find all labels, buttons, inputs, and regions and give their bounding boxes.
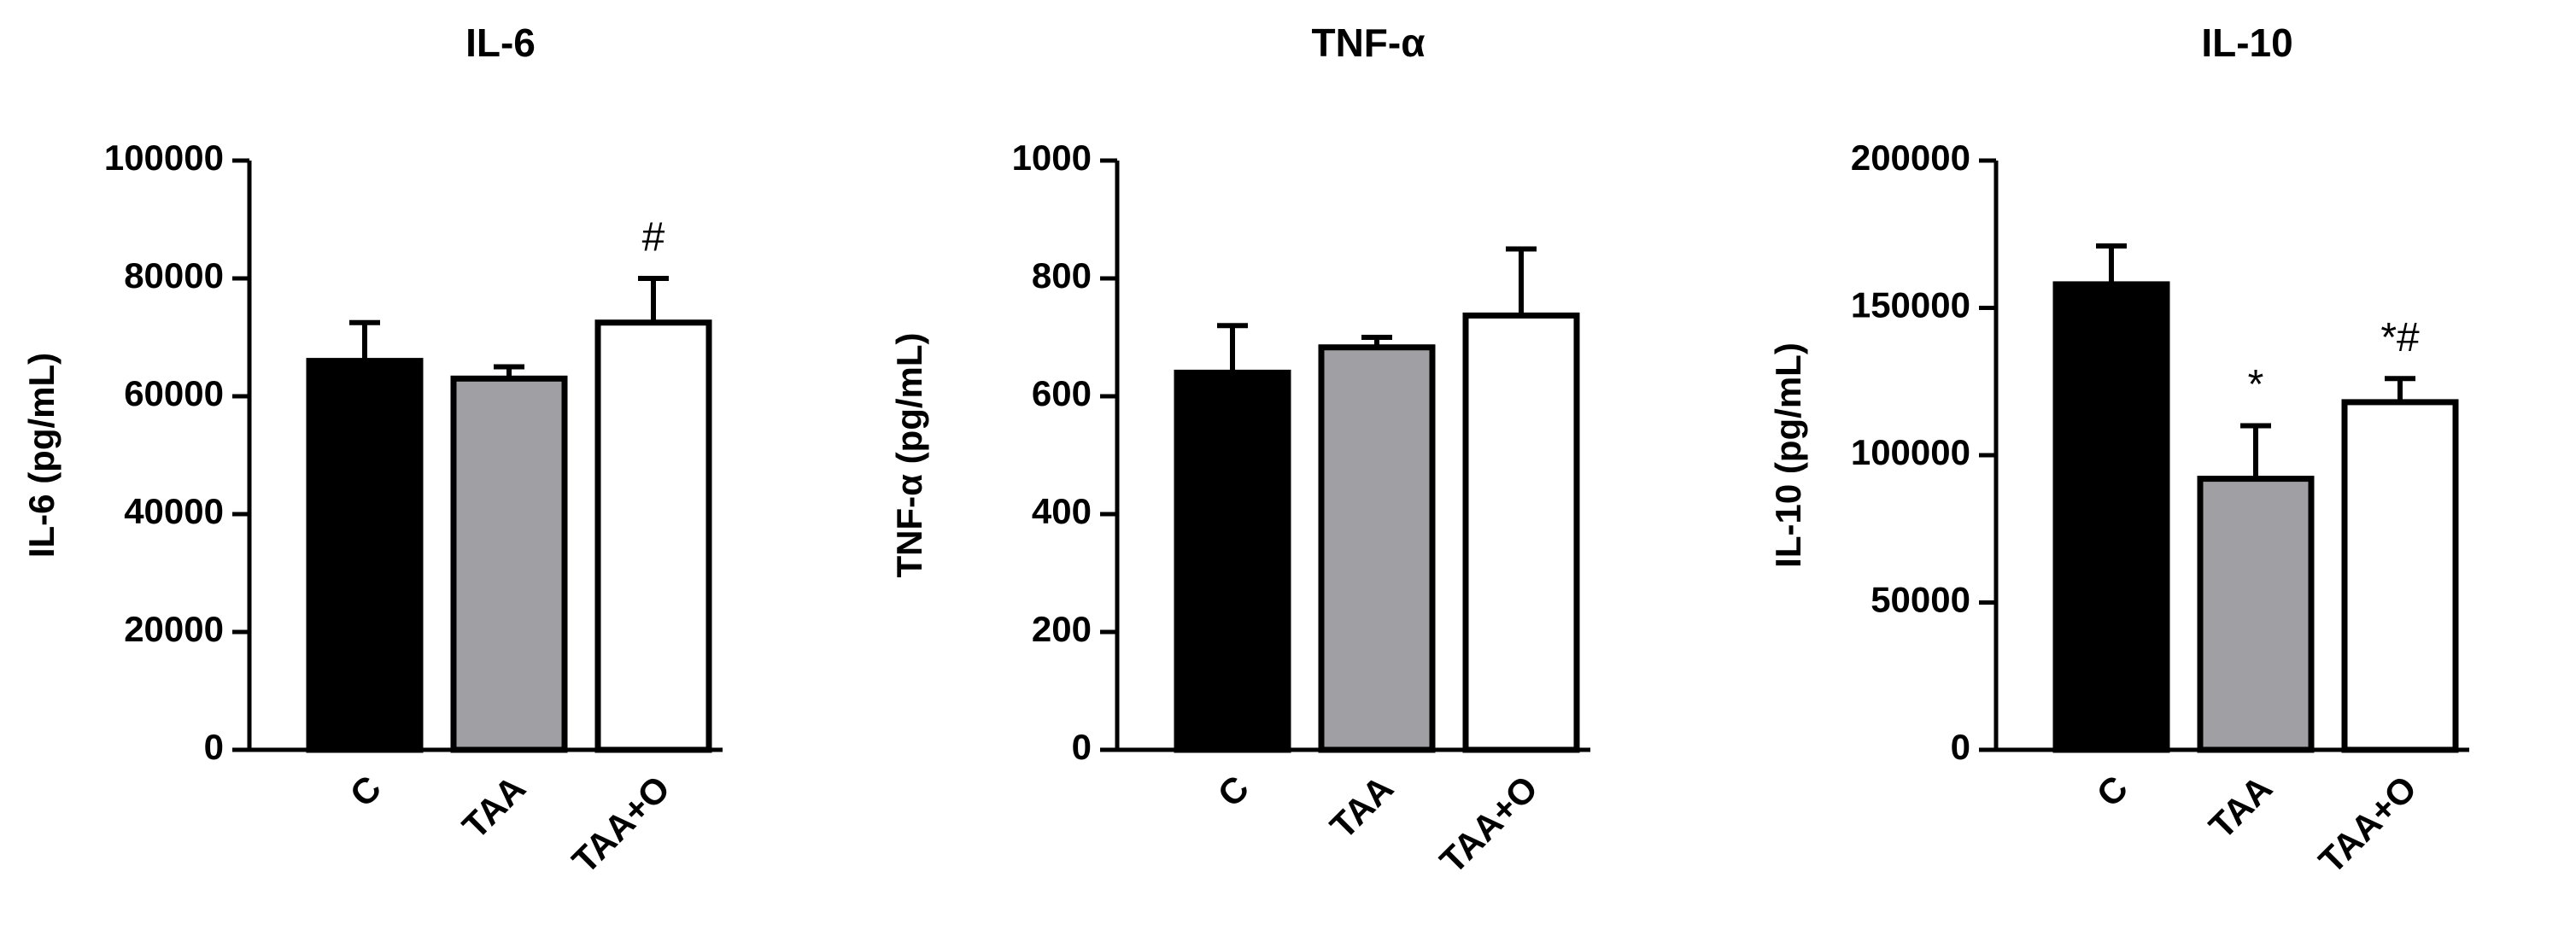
- chart-title: IL-6: [465, 20, 536, 65]
- y-tick-label: 40000: [124, 491, 224, 531]
- y-tick-label: 150000: [1851, 285, 1970, 325]
- y-tick-label: 0: [204, 727, 224, 767]
- y-tick-label: 20000: [124, 609, 224, 649]
- y-tick-label: 0: [1951, 727, 1970, 767]
- bar: [2341, 399, 2459, 753]
- x-tick-label: TAA+O: [2311, 768, 2425, 881]
- bar: [1462, 312, 1580, 753]
- annotation: *#: [2380, 315, 2420, 360]
- x-tick-label: TAA: [1322, 768, 1401, 846]
- chart-title: TNF-α: [1311, 20, 1425, 65]
- y-tick-label: 600: [1032, 373, 1092, 413]
- x-tick-label: C: [2089, 768, 2136, 815]
- y-tick-label: 800: [1032, 255, 1092, 295]
- x-tick-label: TAA+O: [565, 768, 678, 881]
- y-tick-label: 100000: [104, 137, 224, 178]
- y-tick-label: 400: [1032, 491, 1092, 531]
- x-tick-label: TAA: [454, 768, 533, 846]
- y-tick-label: 1000: [1012, 137, 1092, 178]
- y-axis-label: TNF-α (pg/mL): [889, 332, 929, 577]
- x-tick-label: TAA+O: [1432, 768, 1546, 881]
- bar: [450, 375, 568, 753]
- bar: [2197, 476, 2315, 753]
- y-axis-label: IL-10 (pg/mL): [1768, 342, 1808, 568]
- bar: [594, 319, 712, 753]
- bar: [1174, 369, 1291, 753]
- x-tick-label: TAA: [2201, 768, 2280, 846]
- x-tick-label: C: [342, 768, 389, 815]
- chart-title: IL-10: [2201, 20, 2292, 65]
- y-tick-label: 200: [1032, 609, 1092, 649]
- bar: [1318, 344, 1436, 753]
- y-tick-label: 200000: [1851, 137, 1970, 178]
- x-tick-label: C: [1210, 768, 1257, 815]
- y-tick-label: 50000: [1871, 580, 1970, 620]
- y-tick-label: 80000: [124, 255, 224, 295]
- annotation: *: [2248, 362, 2264, 407]
- bar: [2052, 281, 2170, 753]
- y-tick-label: 60000: [124, 373, 224, 413]
- y-tick-label: 100000: [1851, 432, 1970, 472]
- y-axis-label: IL-6 (pg/mL): [21, 353, 61, 558]
- y-tick-label: 0: [1072, 727, 1092, 767]
- bar: [306, 358, 424, 753]
- annotation: #: [642, 215, 665, 260]
